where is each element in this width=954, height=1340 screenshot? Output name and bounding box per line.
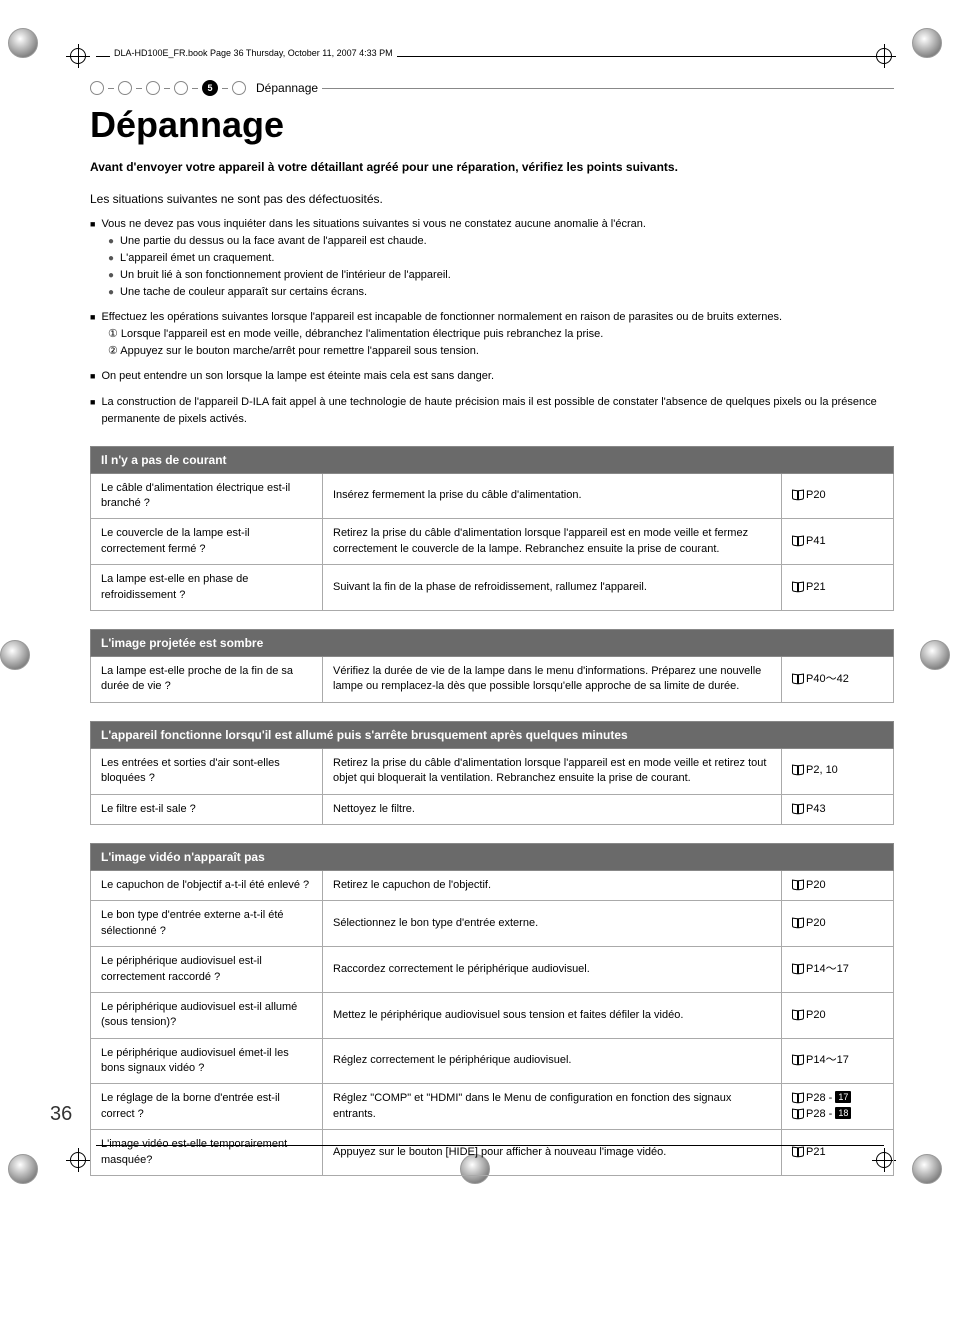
- reference-cell: P43: [782, 794, 894, 824]
- answer-cell: Suivant la fin de la phase de refroidiss…: [323, 565, 782, 611]
- question-cell: Le filtre est-il sale ?: [91, 794, 323, 824]
- table-row: Le câble d'alimentation électrique est-i…: [91, 473, 894, 519]
- table-row: Le périphérique audiovisuel est-il allum…: [91, 992, 894, 1038]
- question-cell: Le réglage de la borne d'entrée est-il c…: [91, 1084, 323, 1130]
- troubleshoot-table: L'image vidéo n'apparaît pasLe capuchon …: [90, 843, 894, 1176]
- book-icon: [792, 765, 804, 774]
- table-row: La lampe est-elle en phase de refroidiss…: [91, 565, 894, 611]
- question-cell: Le capuchon de l'objectif a-t-il été enl…: [91, 870, 323, 900]
- question-cell: La lampe est-elle proche de la fin de sa…: [91, 657, 323, 703]
- table-header: Il n'y a pas de courant: [91, 446, 894, 473]
- footer-rule: [96, 1145, 884, 1146]
- answer-cell: Retirez la prise du câble d'alimentation…: [323, 519, 782, 565]
- question-cell: Les entrées et sorties d'air sont-elles …: [91, 748, 323, 794]
- troubleshoot-table: L'image projetée est sombreLa lampe est-…: [90, 629, 894, 703]
- troubleshoot-table: L'appareil fonctionne lorsqu'il est allu…: [90, 721, 894, 825]
- answer-cell: Vérifiez la durée de vie de la lampe dan…: [323, 657, 782, 703]
- intro-text: Avant d'envoyer votre appareil à votre d…: [90, 160, 894, 174]
- answer-cell: Réglez correctement le périphérique audi…: [323, 1038, 782, 1084]
- section-number: 5: [202, 80, 218, 96]
- book-icon: [792, 1093, 804, 1102]
- info-block-4: ■La construction de l'appareil D-ILA fai…: [90, 394, 894, 428]
- answer-cell: Insérez fermement la prise du câble d'al…: [323, 473, 782, 519]
- reference-cell: P20: [782, 870, 894, 900]
- answer-cell: Sélectionnez le bon type d'entrée extern…: [323, 901, 782, 947]
- question-cell: Le périphérique audiovisuel est-il corre…: [91, 947, 323, 993]
- table-row: Le capuchon de l'objectif a-t-il été enl…: [91, 870, 894, 900]
- question-cell: L'image vidéo est-elle temporairement ma…: [91, 1130, 323, 1176]
- book-icon: [792, 582, 804, 591]
- question-cell: Le couvercle de la lampe est-il correcte…: [91, 519, 323, 565]
- book-icon: [792, 804, 804, 813]
- page-title: Dépannage: [90, 104, 894, 146]
- answer-cell: Réglez "COMP" et "HDMI" dans le Menu de …: [323, 1084, 782, 1130]
- reference-cell: P2, 10: [782, 748, 894, 794]
- section-breadcrumb: 5 Dépannage: [90, 80, 894, 96]
- page-number: 36: [50, 1103, 72, 1126]
- reference-cell: P40～42: [782, 657, 894, 703]
- book-icon: [792, 1147, 804, 1156]
- troubleshoot-table: Il n'y a pas de courantLe câble d'alimen…: [90, 446, 894, 611]
- reference-cell: P14～17: [782, 1038, 894, 1084]
- table-row: Les entrées et sorties d'air sont-elles …: [91, 748, 894, 794]
- table-row: Le réglage de la borne d'entrée est-il c…: [91, 1084, 894, 1130]
- answer-cell: Retirez la prise du câble d'alimentation…: [323, 748, 782, 794]
- info-block-2: ■Effectuez les opérations suivantes lors…: [90, 309, 894, 360]
- book-icon: [792, 674, 804, 683]
- table-header: L'appareil fonctionne lorsqu'il est allu…: [91, 721, 894, 748]
- book-icon: [792, 1109, 804, 1118]
- book-icon: [792, 1055, 804, 1064]
- question-cell: Le bon type d'entrée externe a-t-il été …: [91, 901, 323, 947]
- question-cell: Le périphérique audiovisuel émet-il les …: [91, 1038, 323, 1084]
- answer-cell: Retirez le capuchon de l'objectif.: [323, 870, 782, 900]
- table-row: La lampe est-elle proche de la fin de sa…: [91, 657, 894, 703]
- question-cell: Le câble d'alimentation électrique est-i…: [91, 473, 323, 519]
- table-header: L'image vidéo n'apparaît pas: [91, 843, 894, 870]
- table-row: Le couvercle de la lampe est-il correcte…: [91, 519, 894, 565]
- book-icon: [792, 880, 804, 889]
- section-label: Dépannage: [256, 81, 318, 95]
- reference-cell: P21: [782, 1130, 894, 1176]
- info-block-1: ■Vous ne devez pas vous inquiéter dans l…: [90, 216, 894, 301]
- info-block-3: ■On peut entendre un son lorsque la lamp…: [90, 368, 894, 385]
- reference-cell: P28 - 17P28 - 18: [782, 1084, 894, 1130]
- table-row: Le périphérique audiovisuel émet-il les …: [91, 1038, 894, 1084]
- reference-cell: P14～17: [782, 947, 894, 993]
- table-row: Le bon type d'entrée externe a-t-il été …: [91, 901, 894, 947]
- reference-cell: P41: [782, 519, 894, 565]
- reference-cell: P20: [782, 473, 894, 519]
- question-cell: La lampe est-elle en phase de refroidiss…: [91, 565, 323, 611]
- table-header: L'image projetée est sombre: [91, 630, 894, 657]
- table-row: Le filtre est-il sale ?Nettoyez le filtr…: [91, 794, 894, 824]
- book-icon: [792, 536, 804, 545]
- book-icon: [792, 964, 804, 973]
- question-cell: Le périphérique audiovisuel est-il allum…: [91, 992, 323, 1038]
- answer-cell: Appuyez sur le bouton [HIDE] pour affich…: [323, 1130, 782, 1176]
- answer-cell: Nettoyez le filtre.: [323, 794, 782, 824]
- table-row: L'image vidéo est-elle temporairement ma…: [91, 1130, 894, 1176]
- answer-cell: Raccordez correctement le périphérique a…: [323, 947, 782, 993]
- table-row: Le périphérique audiovisuel est-il corre…: [91, 947, 894, 993]
- answer-cell: Mettez le périphérique audiovisuel sous …: [323, 992, 782, 1038]
- book-icon: [792, 490, 804, 499]
- reference-cell: P21: [782, 565, 894, 611]
- book-icon: [792, 1010, 804, 1019]
- sub-intro: Les situations suivantes ne sont pas des…: [90, 192, 894, 206]
- reference-cell: P20: [782, 901, 894, 947]
- book-icon: [792, 918, 804, 927]
- reference-cell: P20: [782, 992, 894, 1038]
